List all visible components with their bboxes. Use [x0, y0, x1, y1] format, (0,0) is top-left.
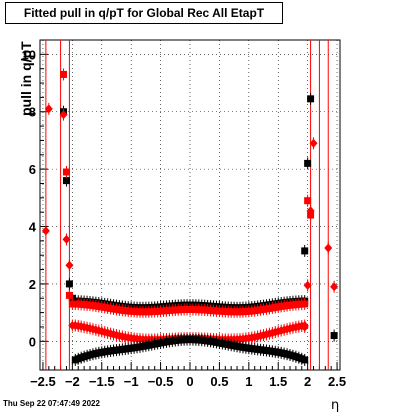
x-tick-label: 2: [304, 374, 311, 389]
x-axis-label: η: [331, 398, 340, 413]
x-tick-label: 1: [245, 374, 252, 389]
data-point-series-2: [303, 280, 312, 290]
data-point-series-2: [65, 260, 74, 270]
data-point-black-square-lower: [301, 356, 309, 364]
x-tick-label: −1: [124, 374, 139, 389]
data-point-series-2: [68, 321, 77, 331]
chart-title: Fitted pull in q/pT for Global Rec All E…: [5, 2, 283, 24]
data-point-red-square-upper: [301, 300, 309, 308]
data-point-series-2: [330, 282, 339, 292]
data-point-series-0: [62, 177, 70, 185]
data-point-series-1: [60, 70, 68, 78]
data-point-series-0: [304, 159, 312, 167]
y-tick-label: 6: [29, 162, 36, 177]
data-point-series-2: [324, 243, 333, 253]
x-tick-label: −2.5: [30, 374, 56, 389]
y-tick-label: 4: [29, 220, 37, 235]
data-point-series-0: [301, 247, 309, 255]
data-point-series-1: [68, 300, 76, 308]
data-point-series-2: [44, 104, 53, 114]
y-tick-label: 2: [29, 277, 36, 292]
y-tick-label: 8: [29, 105, 36, 120]
data-point-series-2: [309, 138, 318, 148]
data-point-series-2: [62, 234, 71, 244]
y-tick-label: 0: [29, 334, 36, 349]
data-point-series-2: [59, 110, 68, 120]
x-tick-label: 0: [186, 374, 193, 389]
data-point-series-0: [307, 95, 315, 103]
x-tick-label: 0.5: [210, 374, 228, 389]
data-point-series-2: [41, 226, 50, 236]
x-tick-label: 2.5: [328, 374, 346, 389]
data-point-series-1: [65, 291, 73, 299]
x-tick-label: −0.5: [148, 374, 174, 389]
y-tick-label: 10: [22, 47, 36, 62]
timestamp-footer: Thu Sep 22 07:47:49 2022: [3, 399, 100, 408]
x-tick-label: −1.5: [89, 374, 115, 389]
data-point-series-0: [330, 332, 338, 340]
data-point-series-1: [62, 168, 70, 176]
data-point-series-2: [300, 322, 309, 332]
data-point-series-2: [306, 206, 315, 216]
x-tick-label: 1.5: [269, 374, 287, 389]
x-tick-label: −2: [65, 374, 80, 389]
data-point-series-0: [65, 280, 73, 288]
data-point-series-1: [304, 197, 312, 205]
